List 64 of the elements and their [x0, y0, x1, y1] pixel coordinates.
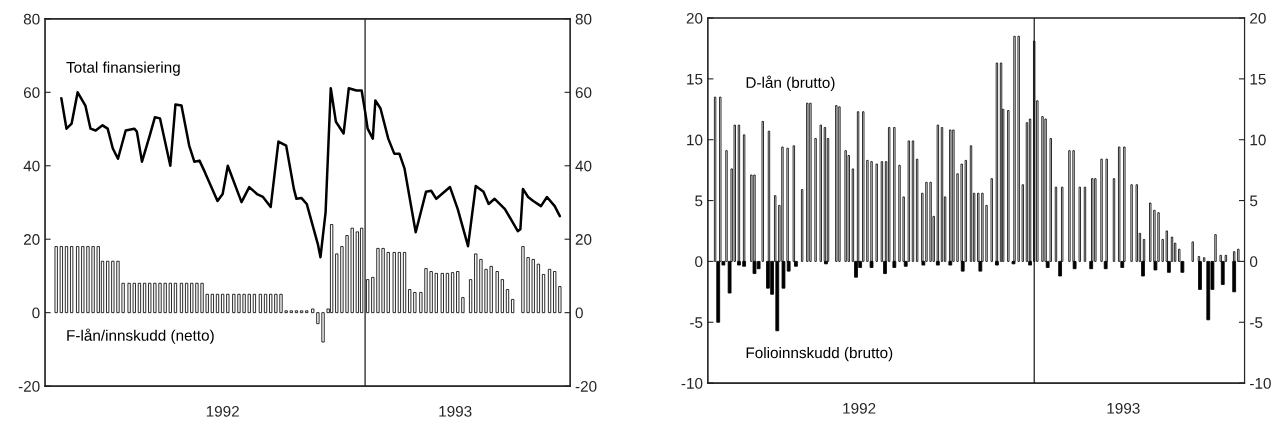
bar — [184, 282, 189, 314]
bar — [64, 246, 69, 314]
y2-tick-label: -5 — [1250, 317, 1263, 328]
bar — [495, 271, 499, 314]
bar — [505, 289, 510, 314]
series-label: Total finansiering — [66, 61, 180, 76]
y2-tick-label: 15 — [1250, 73, 1266, 85]
y-tick-label: -20 — [18, 380, 40, 392]
x-tick-label: 1992 — [843, 402, 876, 414]
bar — [179, 282, 184, 314]
x-tick-label: 1992 — [206, 405, 239, 417]
bar — [541, 274, 546, 314]
y-tick-label: 10 — [687, 134, 703, 146]
bar — [536, 263, 541, 314]
y-tick-label: 20 — [686, 12, 703, 24]
y-tick-label: -5 — [690, 317, 703, 328]
text: Folioinnskudd (brutto) — [746, 346, 893, 362]
bar — [1198, 260, 1202, 290]
bar — [1206, 260, 1211, 321]
y-tick-label: 0 — [695, 256, 703, 268]
y2-tick-label: 40 — [575, 160, 592, 172]
y2-tick-label: 20 — [575, 234, 592, 245]
bar — [450, 272, 455, 314]
y2-tick-label: 10 — [1250, 134, 1266, 146]
bar — [547, 268, 552, 314]
series-label: F-lån/innskudd (netto) — [67, 328, 214, 344]
bar — [142, 282, 147, 314]
bar — [511, 299, 515, 314]
x-tick-label: 1993 — [439, 405, 472, 417]
y2-tick-label: 0 — [575, 307, 583, 319]
bar — [468, 279, 473, 314]
y2-tick-label: 80 — [575, 13, 592, 25]
y-tick-label: 40 — [23, 160, 40, 172]
y-tick-label: 80 — [23, 13, 40, 25]
bar — [500, 279, 504, 314]
y-tick-label: 60 — [23, 87, 40, 99]
bar — [258, 293, 263, 314]
bar — [397, 252, 402, 314]
y-tick-label: 15 — [687, 73, 703, 85]
y2-tick-label: 0 — [1249, 256, 1258, 268]
bar — [263, 293, 268, 314]
bar — [440, 272, 444, 314]
bar — [70, 246, 74, 314]
bar — [252, 293, 257, 314]
y-tick-label: 20 — [23, 234, 40, 245]
y-tick-label: -10 — [681, 377, 703, 389]
bar — [445, 272, 450, 314]
bar — [392, 252, 396, 314]
bar — [137, 282, 142, 314]
bar — [330, 224, 334, 314]
y-tick-label: 0 — [32, 307, 40, 319]
y2-tick-label: 60 — [575, 87, 592, 99]
y2-tick-label: 20 — [1250, 12, 1266, 24]
bar — [402, 252, 407, 314]
y-tick-label: 5 — [695, 195, 703, 207]
bar — [210, 293, 214, 314]
bar — [173, 282, 178, 314]
x-tick-label: 1993 — [1107, 402, 1140, 414]
y2-tick-label: -20 — [575, 380, 597, 392]
bar — [355, 231, 359, 314]
series-label: D-lån (brutto) — [746, 75, 835, 92]
y2-tick-label: -10 — [1250, 377, 1271, 389]
y2-tick-label: 5 — [1250, 195, 1258, 207]
bar — [215, 293, 220, 314]
